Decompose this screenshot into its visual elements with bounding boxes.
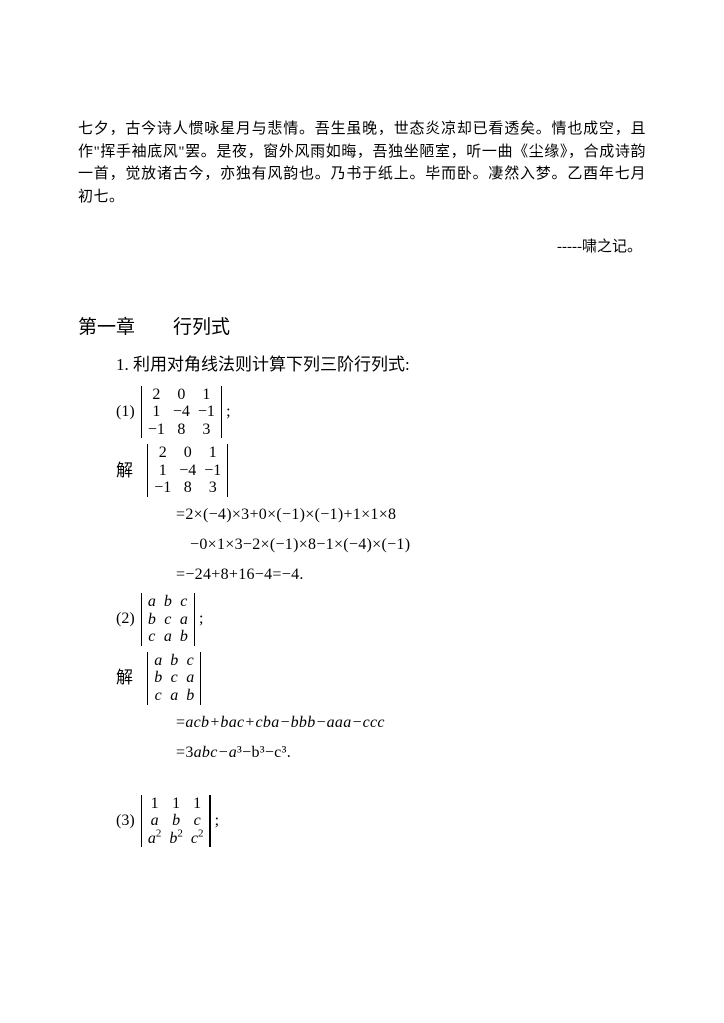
item-2-label: (2)	[116, 607, 135, 631]
item-1-label: (1)	[116, 400, 135, 424]
item-3-label: (3)	[116, 809, 135, 833]
solution-label: 解	[116, 458, 133, 484]
determinant-1-repeat: 2 1 −1 0 −4 8 1 −1 3	[145, 444, 230, 497]
semicolon: ;	[226, 400, 230, 424]
calc-2-line-2: =3abc−a³−b³−c³.	[176, 741, 646, 765]
calc-1-line-2: −0×1×3−2×(−1)×8−1×(−4)×(−1)	[190, 533, 646, 557]
determinant-2: a b c b c a c a b	[139, 593, 197, 646]
problem-3: (3) 1 a a2 1 b b2 1 c c2	[116, 795, 646, 848]
semicolon: ;	[199, 607, 203, 631]
determinant-1: 2 1 −1 0 −4 8 1 −1 3	[139, 386, 224, 439]
intro-paragraph: 七夕，古今诗人惯咏星月与悲情。吾生虽晚，世态炎凉却已看透矣。情也成空，且作"挥手…	[78, 118, 646, 208]
calc-1-line-1: =2×(−4)×3+0×(−1)×(−1)+1×1×8	[176, 503, 646, 527]
problem-1: (1) 2 1 −1 0 −4 8 1 −1 3	[116, 386, 646, 498]
calc-1-line-3: =−24+8+16−4=−4.	[176, 563, 646, 587]
chapter-title: 第一章 行列式	[78, 314, 646, 343]
problem-statement: 1. 利用对角线法则计算下列三阶行列式:	[116, 352, 646, 378]
semicolon: ;	[215, 809, 219, 833]
problem-2: (2) a b c b c a c a b	[116, 593, 646, 705]
determinant-3: 1 a a2 1 b b2 1 c c2	[139, 795, 213, 848]
solution-label: 解	[116, 665, 133, 691]
document-page: 七夕，古今诗人惯咏星月与悲情。吾生虽晚，世态炎凉却已看透矣。情也成空，且作"挥手…	[0, 0, 724, 847]
signature: -----啸之记。	[78, 236, 646, 259]
determinant-2-repeat: a b c b c a c a b	[145, 652, 203, 705]
calc-2-line-1: =acb+bac+cba−bbb−aaa−ccc	[176, 711, 646, 735]
